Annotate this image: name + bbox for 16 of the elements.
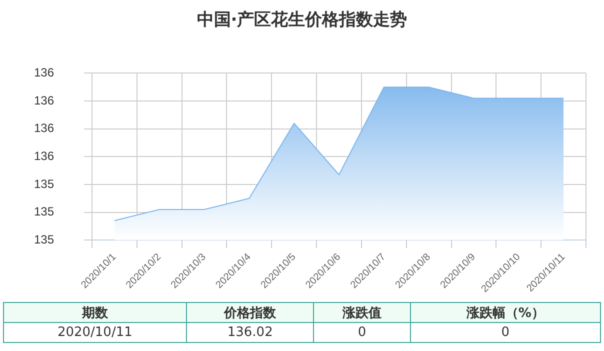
text: 涨跌幅（%） xyxy=(410,302,600,322)
y-tick-label: 135 xyxy=(34,176,54,191)
y-tick-label: 136 xyxy=(34,121,54,136)
text: 136.02 xyxy=(186,322,314,342)
y-tick-label: 135 xyxy=(34,232,54,246)
text: 0 xyxy=(410,322,600,342)
y-tick-label: 136 xyxy=(34,148,54,163)
y-tick-label: 135 xyxy=(34,204,54,219)
y-tick-label: 136 xyxy=(34,93,54,108)
text: 0 xyxy=(314,322,410,342)
text: 涨跌值 xyxy=(314,302,410,322)
text: 价格指数 xyxy=(186,302,314,322)
y-tick-label: 136 xyxy=(34,66,54,80)
chart-title: 中国·产区花生价格指数走势 xyxy=(196,9,408,31)
text: 2020/10/11 xyxy=(4,322,186,342)
text: 期数 xyxy=(4,302,186,322)
